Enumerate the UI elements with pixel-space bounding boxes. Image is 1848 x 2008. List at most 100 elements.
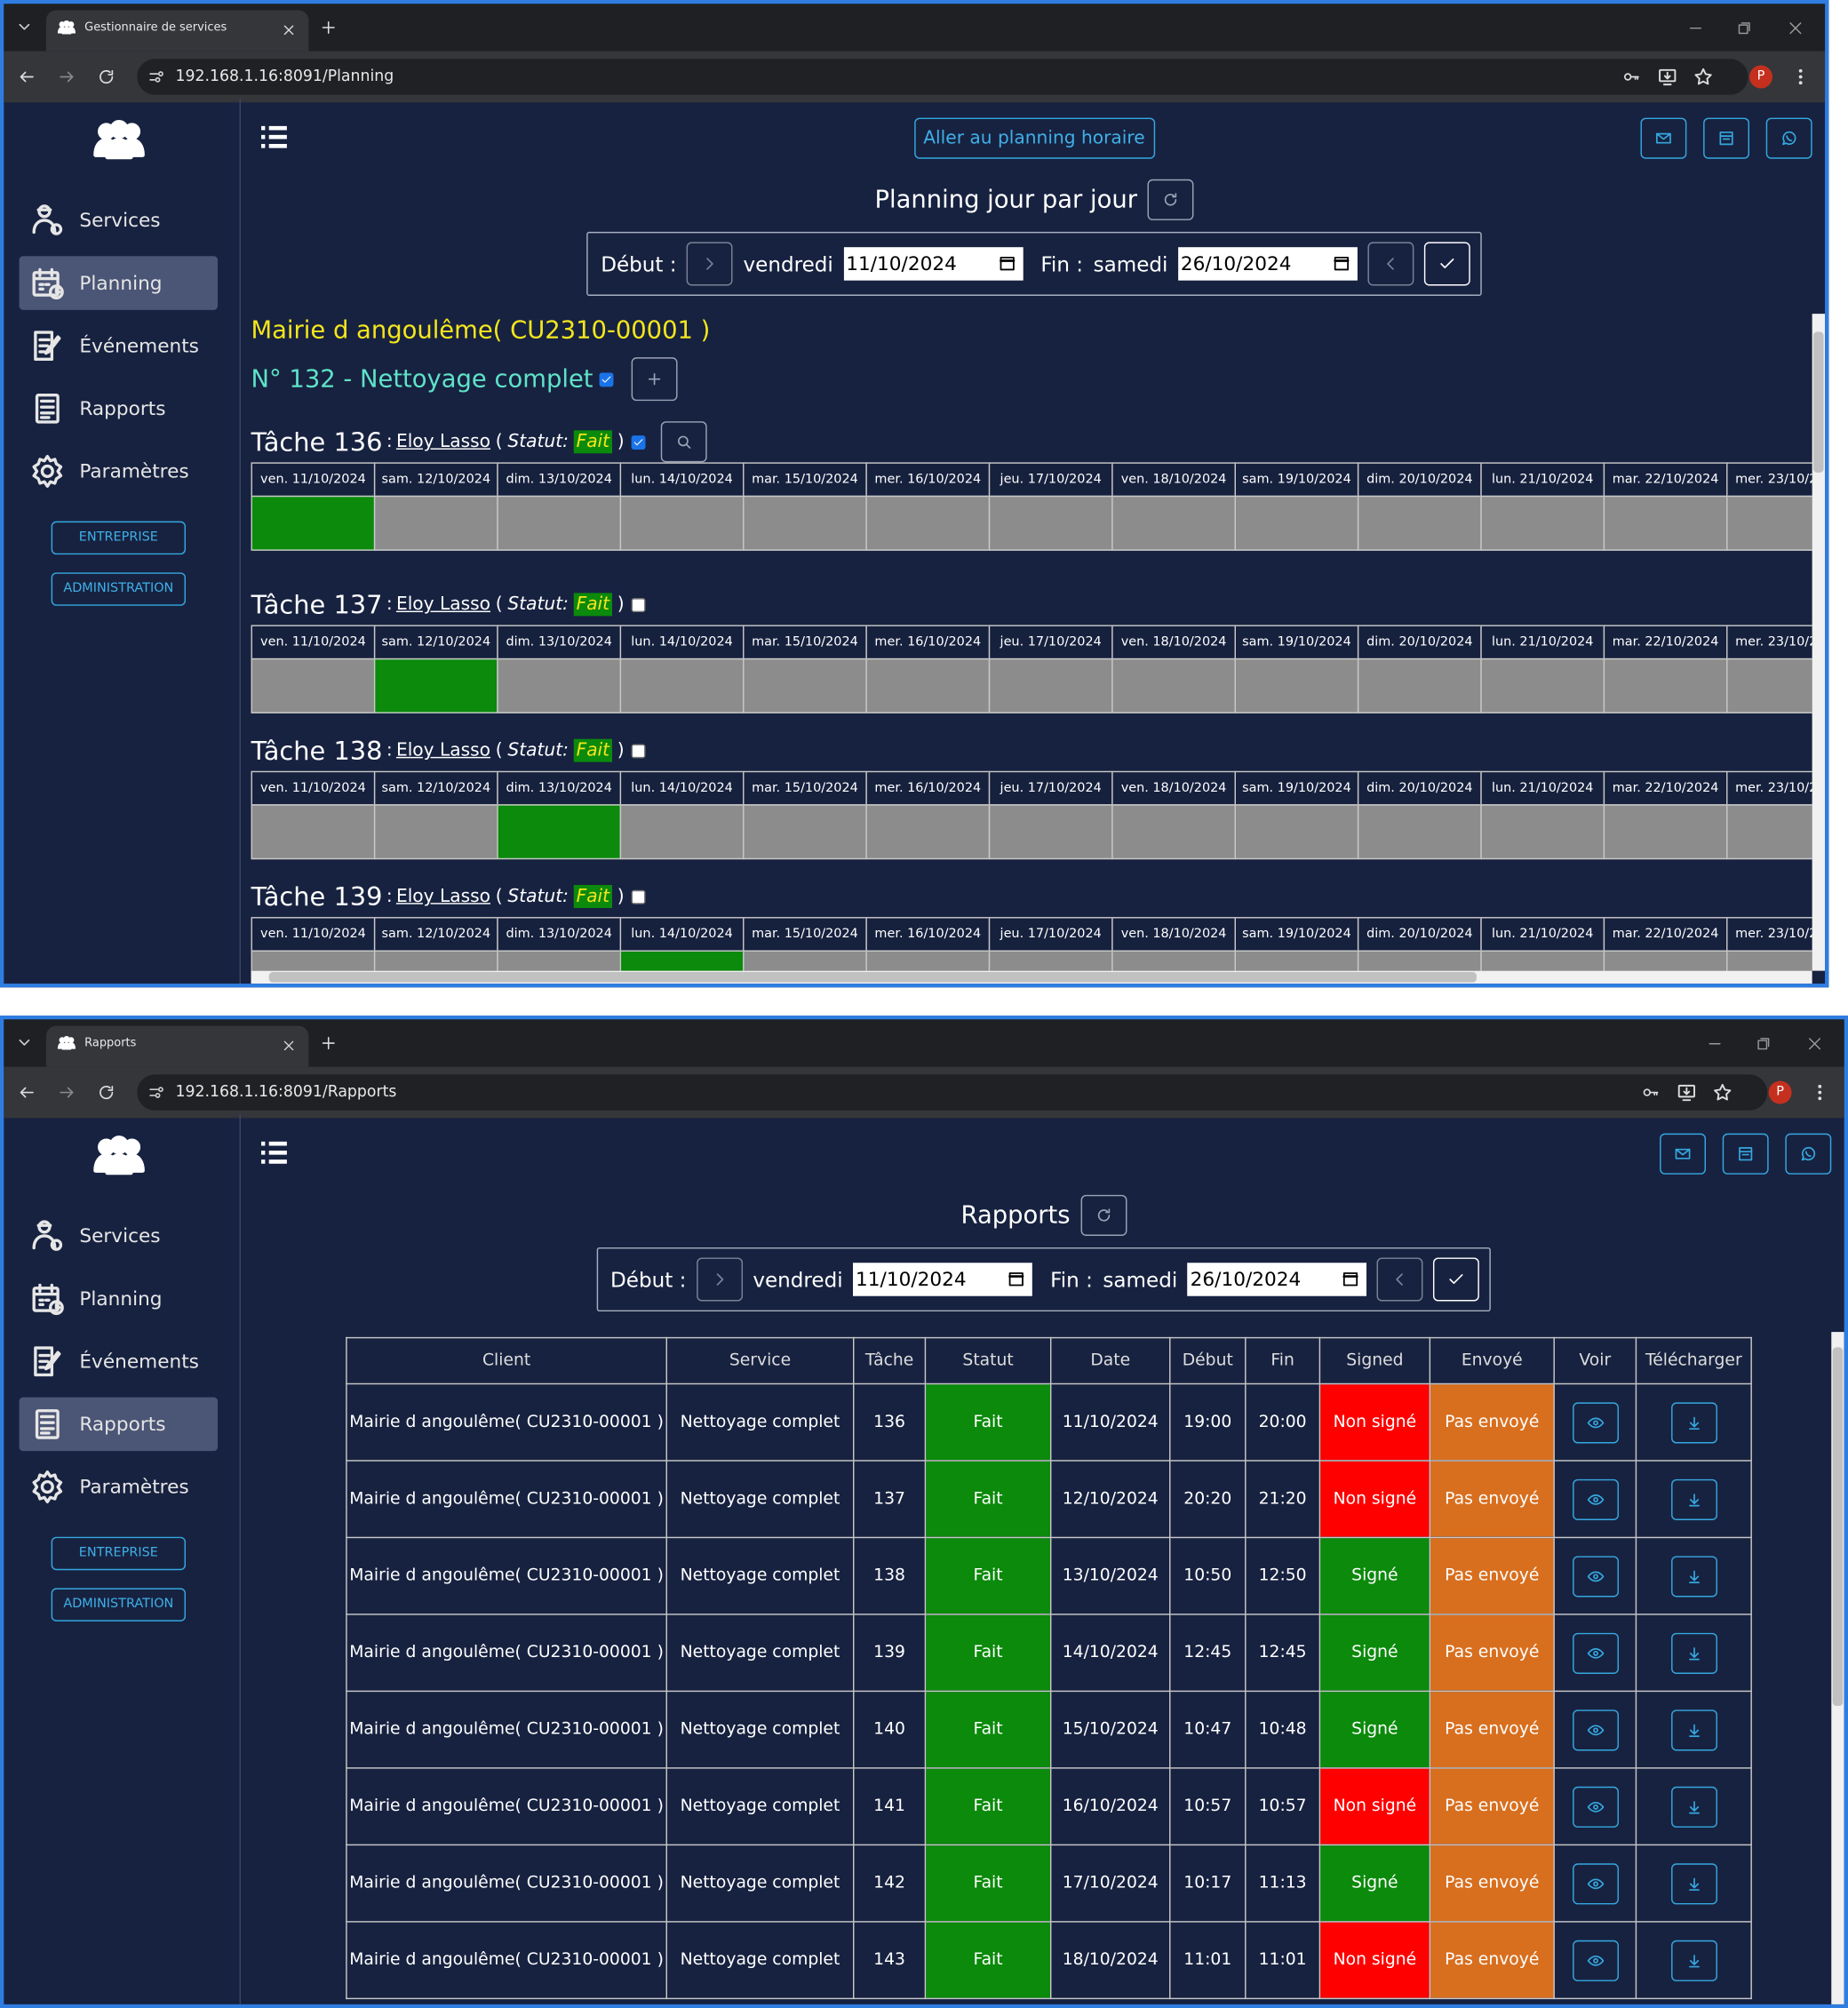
day-cell[interactable]	[497, 495, 622, 551]
day-cell[interactable]	[865, 804, 991, 860]
date-input[interactable]: 26/10/2024	[1187, 1263, 1367, 1296]
passwords[interactable]	[1621, 68, 1642, 85]
day-cell[interactable]	[865, 657, 991, 713]
menu-kebab[interactable]	[1810, 1082, 1830, 1103]
day-cell[interactable]	[1603, 804, 1728, 860]
install[interactable]	[1657, 67, 1677, 87]
day-cell[interactable]	[743, 495, 867, 551]
day-cell[interactable]	[497, 950, 622, 971]
prev-button[interactable]	[1367, 242, 1414, 286]
view-button[interactable]	[1572, 1632, 1619, 1674]
back[interactable]	[18, 68, 36, 85]
day-cell[interactable]	[1726, 804, 1812, 860]
day-cell[interactable]	[1726, 657, 1812, 713]
restore[interactable]	[1756, 1036, 1771, 1051]
list-toggle[interactable]	[256, 122, 291, 153]
omnibox[interactable]: 192.168.1.16:8091/Rapports	[137, 1074, 1768, 1111]
minimize[interactable]	[1707, 1036, 1722, 1051]
day-cell[interactable]	[373, 495, 498, 551]
day-cell[interactable]	[988, 495, 1113, 551]
task-worker[interactable]: Eloy Lasso	[395, 431, 491, 452]
day-cell[interactable]	[1234, 495, 1359, 551]
prev-button[interactable]	[1377, 1257, 1424, 1302]
list-toggle[interactable]	[256, 1137, 291, 1168]
menu-item[interactable]: Rapports	[20, 382, 218, 436]
apply-button[interactable]	[1423, 242, 1470, 286]
tab-list-button[interactable]	[15, 18, 33, 36]
restore[interactable]	[1737, 20, 1752, 36]
download-button[interactable]	[1670, 1478, 1717, 1520]
day-cell[interactable]	[1357, 657, 1482, 713]
day-cell[interactable]	[619, 657, 745, 713]
menu-item[interactable]: Rapports	[19, 1397, 219, 1452]
sidebar-button[interactable]: ENTREPRISE	[51, 521, 187, 555]
day-cell[interactable]	[988, 950, 1113, 971]
day-cell[interactable]	[1111, 657, 1236, 713]
day-cell[interactable]	[865, 495, 991, 551]
day-cell[interactable]	[1111, 495, 1236, 551]
day-cell[interactable]	[1357, 804, 1482, 860]
download-button[interactable]	[1670, 1786, 1717, 1828]
day-cell[interactable]	[1234, 804, 1359, 860]
day-cell[interactable]	[1480, 804, 1605, 860]
day-cell[interactable]	[1726, 950, 1812, 971]
install[interactable]	[1677, 1082, 1697, 1103]
passwords[interactable]	[1640, 1083, 1661, 1101]
view-button[interactable]	[1572, 1786, 1619, 1828]
view-button[interactable]	[1572, 1862, 1619, 1904]
day-cell[interactable]	[743, 950, 867, 971]
tab[interactable]: Gestionnaire de services	[45, 10, 309, 52]
date-input[interactable]: 11/10/2024	[843, 247, 1024, 281]
date-input[interactable]: 11/10/2024	[853, 1263, 1032, 1296]
download-button[interactable]	[1670, 1940, 1717, 1981]
day-cell[interactable]	[1357, 950, 1482, 971]
day-cell[interactable]	[251, 804, 376, 860]
day-cell[interactable]	[988, 657, 1113, 713]
next-button[interactable]	[696, 1257, 743, 1302]
close-window[interactable]	[1807, 1036, 1822, 1051]
menu-item[interactable]: Services	[20, 194, 218, 248]
whatsapp-button[interactable]	[1785, 1133, 1832, 1175]
omnibox[interactable]: 192.168.1.16:8091/Planning	[137, 59, 1748, 95]
bookmark[interactable]	[1693, 67, 1714, 87]
whatsapp-button[interactable]	[1765, 117, 1812, 159]
day-cell[interactable]	[373, 950, 498, 971]
day-cell[interactable]	[373, 657, 498, 713]
day-cell[interactable]	[497, 804, 622, 860]
new-tab[interactable]	[320, 1035, 337, 1052]
day-cell[interactable]	[1111, 950, 1236, 971]
top-button[interactable]: Aller au planning horaire	[913, 117, 1155, 159]
menu-item[interactable]: Événements	[20, 1335, 218, 1389]
minimize[interactable]	[1688, 20, 1703, 36]
next-button[interactable]	[687, 242, 733, 286]
day-cell[interactable]	[1234, 657, 1359, 713]
forward[interactable]	[58, 68, 76, 85]
forward[interactable]	[58, 1083, 76, 1101]
day-cell[interactable]	[743, 657, 867, 713]
detail-button[interactable]	[661, 421, 708, 463]
day-cell[interactable]	[1111, 804, 1236, 860]
day-cell[interactable]	[1603, 657, 1728, 713]
bookmark[interactable]	[1712, 1082, 1732, 1103]
day-cell[interactable]	[251, 657, 376, 713]
calendar-button[interactable]	[1703, 117, 1750, 159]
task-worker[interactable]: Eloy Lasso	[395, 740, 491, 761]
refresh-button[interactable]	[1147, 179, 1194, 220]
profile[interactable]: P	[1768, 1080, 1792, 1104]
day-cell[interactable]	[619, 950, 745, 971]
day-cell[interactable]	[373, 804, 498, 860]
checkbox[interactable]	[599, 371, 614, 386]
mail-button[interactable]	[1660, 1133, 1706, 1175]
day-cell[interactable]	[1603, 950, 1728, 971]
menu-item[interactable]: Paramètres	[20, 1460, 218, 1514]
tab-close[interactable]	[282, 23, 296, 37]
download-button[interactable]	[1670, 1632, 1717, 1674]
download-button[interactable]	[1670, 1401, 1717, 1443]
mail-button[interactable]	[1640, 117, 1687, 159]
task-worker[interactable]: Eloy Lasso	[395, 886, 491, 907]
download-button[interactable]	[1670, 1555, 1717, 1597]
task-worker[interactable]: Eloy Lasso	[395, 594, 491, 615]
day-cell[interactable]	[619, 495, 745, 551]
calendar-button[interactable]	[1722, 1133, 1769, 1175]
menu-item[interactable]: Planning	[20, 1271, 218, 1326]
